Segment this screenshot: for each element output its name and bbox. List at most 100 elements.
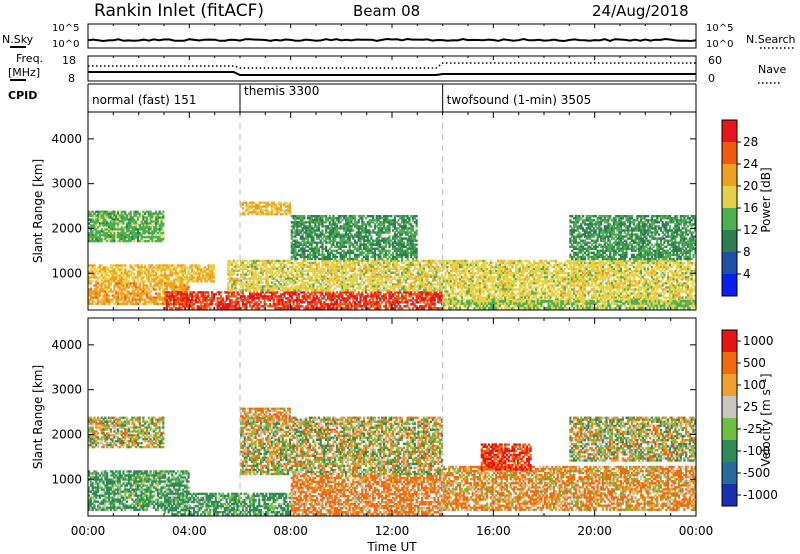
heatmap-cell bbox=[100, 234, 103, 237]
heatmap-cell bbox=[155, 276, 158, 279]
heatmap-cell bbox=[571, 296, 574, 299]
heatmap-cell bbox=[89, 294, 92, 297]
heatmap-cell bbox=[171, 280, 174, 283]
heatmap-cell bbox=[115, 274, 118, 277]
heatmap-cell bbox=[98, 236, 102, 239]
heatmap-cell bbox=[106, 292, 109, 295]
heatmap-cell bbox=[158, 288, 161, 291]
heatmap-cell bbox=[164, 294, 167, 297]
heatmap-cell bbox=[111, 280, 114, 283]
heatmap-cell bbox=[89, 288, 92, 291]
heatmap-cell bbox=[129, 226, 132, 229]
heatmap-cell bbox=[93, 228, 96, 231]
heatmap-cell bbox=[129, 232, 132, 235]
heatmap-cell bbox=[133, 272, 136, 275]
heatmap-cell bbox=[142, 284, 145, 287]
heatmap-cell bbox=[165, 278, 168, 281]
heatmap-cell bbox=[129, 292, 132, 295]
heatmap-cell bbox=[102, 220, 105, 223]
heatmap-cell bbox=[136, 222, 140, 225]
heatmap-cell bbox=[164, 286, 167, 289]
heatmap-cell bbox=[267, 289, 270, 292]
heatmap-cell bbox=[104, 272, 107, 275]
heatmap-cell bbox=[111, 276, 114, 279]
heatmap-cell bbox=[325, 305, 328, 308]
heatmap-cell bbox=[151, 300, 154, 303]
heatmap-cell bbox=[102, 278, 105, 281]
heatmap-cell bbox=[88, 238, 91, 241]
heatmap-cell bbox=[198, 266, 201, 269]
heatmap-cell bbox=[109, 212, 112, 215]
heatmap-cell bbox=[115, 278, 118, 281]
heatmap-cell bbox=[129, 218, 132, 221]
heatmap-cell bbox=[120, 290, 123, 293]
heatmap-cell bbox=[97, 212, 100, 215]
heatmap-cell bbox=[140, 234, 143, 237]
heatmap-cell bbox=[109, 300, 112, 303]
heatmap-cell bbox=[457, 259, 460, 263]
heatmap-cell bbox=[95, 214, 98, 217]
heatmap-cell bbox=[140, 292, 143, 295]
heatmap-cell bbox=[118, 222, 121, 225]
heatmap-cell bbox=[131, 218, 134, 221]
heatmap-cell bbox=[120, 232, 123, 235]
heatmap-cell bbox=[160, 284, 163, 287]
heatmap-cell bbox=[113, 274, 116, 277]
heatmap-cell bbox=[133, 264, 136, 267]
heatmap-cell bbox=[129, 300, 132, 303]
heatmap-cell bbox=[144, 212, 147, 215]
heatmap-cell bbox=[106, 286, 109, 289]
heatmap-cell bbox=[126, 226, 129, 229]
heatmap-cell bbox=[142, 236, 145, 239]
heatmap-cell bbox=[111, 298, 114, 301]
heatmap-cell bbox=[118, 302, 121, 305]
heatmap-cell bbox=[120, 292, 123, 295]
heatmap-cell bbox=[91, 296, 94, 299]
heatmap-cell bbox=[142, 216, 145, 219]
heatmap-cell bbox=[88, 212, 91, 215]
heatmap-cell bbox=[187, 284, 190, 287]
heatmap-cell bbox=[151, 298, 154, 301]
heatmap-cell bbox=[140, 278, 143, 281]
heatmap-cell bbox=[185, 286, 188, 289]
heatmap-cell bbox=[153, 222, 156, 225]
heatmap-cell bbox=[211, 274, 214, 277]
heatmap-cell bbox=[140, 238, 143, 241]
heatmap-cell bbox=[178, 284, 181, 287]
heatmap-cell bbox=[515, 294, 518, 297]
heatmap-cell bbox=[138, 266, 141, 269]
heatmap-cell bbox=[135, 300, 138, 303]
heatmap-cell bbox=[120, 296, 123, 299]
heatmap-cell bbox=[153, 270, 156, 273]
heatmap-cell bbox=[93, 276, 96, 279]
heatmap-cell bbox=[126, 272, 129, 275]
heatmap-cell bbox=[126, 284, 129, 287]
heatmap-cell bbox=[191, 264, 194, 267]
heatmap-cell bbox=[160, 274, 163, 277]
heatmap-cell bbox=[136, 276, 140, 279]
heatmap-cell bbox=[88, 226, 91, 229]
heatmap-cell bbox=[136, 264, 140, 267]
heatmap-cell bbox=[178, 276, 181, 279]
heatmap-cell bbox=[126, 239, 129, 243]
heatmap-cell bbox=[135, 282, 138, 285]
heatmap-cell bbox=[91, 234, 94, 237]
heatmap-cell bbox=[151, 268, 154, 271]
heatmap-cell bbox=[135, 234, 138, 237]
heatmap-cell bbox=[97, 286, 100, 289]
heatmap-cell bbox=[91, 239, 94, 243]
heatmap-cell bbox=[117, 286, 120, 289]
heatmap-cell bbox=[102, 232, 105, 235]
heatmap-cell bbox=[193, 272, 196, 275]
heatmap-cell bbox=[176, 274, 179, 277]
heatmap-cell bbox=[153, 280, 156, 283]
heatmap-cell bbox=[515, 280, 518, 283]
heatmap-cell bbox=[102, 224, 105, 227]
heatmap-cell bbox=[120, 216, 123, 219]
heatmap-cell bbox=[98, 216, 102, 219]
heatmap-cell bbox=[305, 299, 308, 302]
heatmap-cell bbox=[164, 284, 167, 287]
heatmap-cell bbox=[171, 274, 174, 277]
heatmap-cell bbox=[113, 216, 116, 219]
heatmap-cell bbox=[155, 298, 158, 301]
